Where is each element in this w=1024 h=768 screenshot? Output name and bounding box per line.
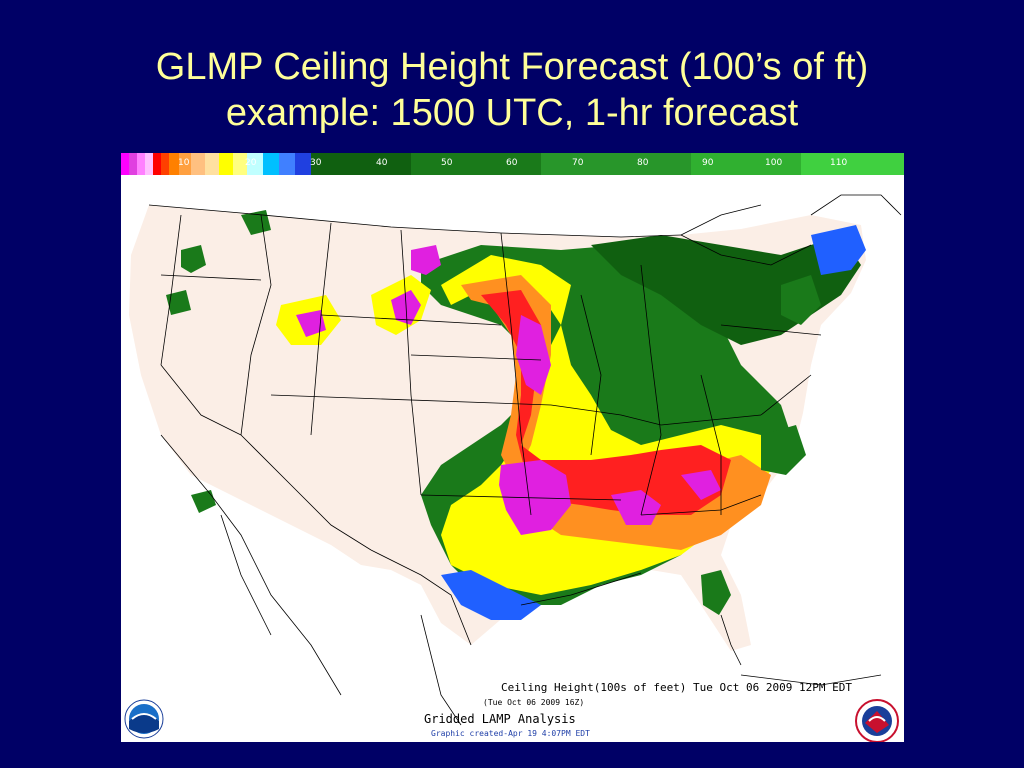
scale-label-100: 100: [765, 158, 783, 168]
map-caption-title: Ceiling Height(100s of feet) Tue Oct 06 …: [501, 681, 852, 694]
scale-label-60: 60: [506, 158, 518, 168]
slide-title: GLMP Ceiling Height Forecast (100’s of f…: [0, 44, 1024, 136]
nws-logo: [855, 699, 899, 742]
map-caption-created: Graphic created-Apr 19 4:07PM EDT: [431, 729, 590, 738]
noaa-logo: [124, 699, 164, 739]
scale-label-110: 110: [830, 158, 848, 168]
map-figure: 10 20 30 40 50 60 70 80 90 100 110: [121, 153, 904, 742]
map-caption-time: (Tue Oct 06 2009 16Z): [483, 698, 585, 707]
map-caption-product: Gridded LAMP Analysis: [424, 712, 576, 726]
scale-label-90: 90: [702, 158, 714, 168]
slide-title-line-2: example: 1500 UTC, 1-hr forecast: [225, 92, 799, 134]
scale-label-20: 20: [245, 158, 257, 168]
color-scale-ramp: [121, 153, 904, 175]
scale-label-10: 10: [178, 158, 190, 168]
state-boundaries: [148, 204, 822, 646]
color-scale-bar: 10 20 30 40 50 60 70 80 90 100 110: [121, 153, 904, 175]
scale-label-50: 50: [441, 158, 453, 168]
scale-label-40: 40: [376, 158, 388, 168]
conus-map: [129, 194, 902, 726]
scale-label-80: 80: [637, 158, 649, 168]
ceiling-field: [166, 210, 866, 620]
scale-label-30: 30: [310, 158, 322, 168]
coastlines: [160, 194, 902, 726]
slide-title-line-1: GLMP Ceiling Height Forecast (100’s of f…: [155, 46, 869, 88]
scale-label-70: 70: [572, 158, 584, 168]
